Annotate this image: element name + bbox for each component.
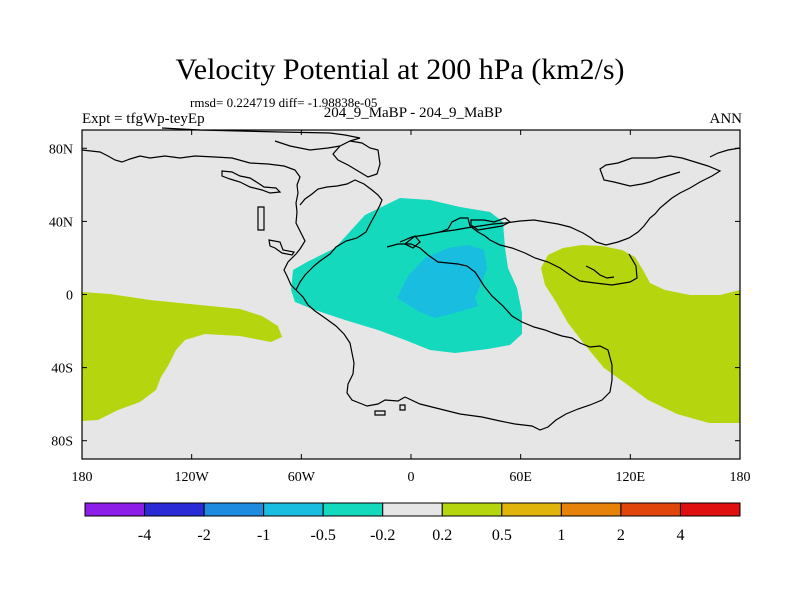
y-axis-ticks [82, 147, 740, 442]
y-tick-label: 40S [51, 362, 73, 377]
positive-region-pacific-west [82, 292, 282, 421]
negative-region-atlantic-inner [397, 245, 487, 318]
colorbar-label: -2 [197, 527, 210, 544]
x-tick-label: 60W [288, 470, 316, 485]
x-axis-labels: 180 120W 60W 0 60E 120E 180 [72, 470, 751, 485]
colorbar-swatch [263, 502, 324, 517]
x-tick-label: 180 [72, 470, 93, 485]
x-tick-label: 0 [408, 470, 415, 485]
experiment-label: Expt = tfgWp-teyEp [82, 111, 205, 127]
colorbar-label: -0.5 [311, 527, 336, 544]
case-names: 204_9_MaBP - 204_9_MaBP [323, 105, 503, 121]
colorbar-label: -1 [257, 527, 270, 544]
x-tick-label: 60E [509, 470, 532, 485]
map-panel [81, 127, 741, 460]
map-frame [81, 129, 741, 460]
negative-region-atlantic-outer [291, 198, 522, 353]
colorbar-swatch [560, 502, 622, 517]
colorbar-label: 4 [676, 527, 684, 544]
colorbar-swatch [84, 502, 146, 517]
colorbar-label: 0.5 [492, 527, 512, 544]
colorbar-swatch [679, 502, 741, 517]
plot-title: Velocity Potential at 200 hPa (km2/s) [175, 53, 625, 86]
colorbar-swatch [382, 502, 443, 517]
colorbar-swatch [322, 502, 384, 517]
y-tick-label: 80S [51, 435, 73, 450]
colorbar-swatch [144, 502, 205, 517]
y-tick-label: 0 [66, 289, 73, 304]
colorbar-label: -4 [138, 527, 151, 544]
season-label: ANN [709, 111, 743, 127]
y-tick-label: 40N [49, 215, 73, 230]
y-axis-labels: 80N 40N 0 40S 80S [49, 142, 73, 449]
x-tick-label: 120W [175, 470, 210, 485]
y-tick-label: 80N [49, 142, 73, 157]
colorbar-label: 0.2 [432, 527, 452, 544]
colorbar [84, 502, 741, 517]
colorbar-swatch [501, 502, 562, 517]
colorbar-swatch [203, 502, 265, 517]
colorbar-label: -0.2 [370, 527, 395, 544]
colorbar-swatch [441, 502, 503, 517]
positive-region-indian-east [541, 245, 740, 423]
colorbar-labels: -4 -2 -1 -0.5 -0.2 0.2 0.5 1 2 4 [138, 527, 685, 544]
rmsd-diff-stats: rmsd= 0.224719 diff= -1.98838e-05 [190, 95, 378, 110]
colorbar-label: 1 [557, 527, 565, 544]
colorbar-label: 2 [617, 527, 625, 544]
colorbar-swatch [620, 502, 681, 517]
x-tick-label: 120E [616, 470, 646, 485]
x-tick-label: 180 [730, 470, 751, 485]
